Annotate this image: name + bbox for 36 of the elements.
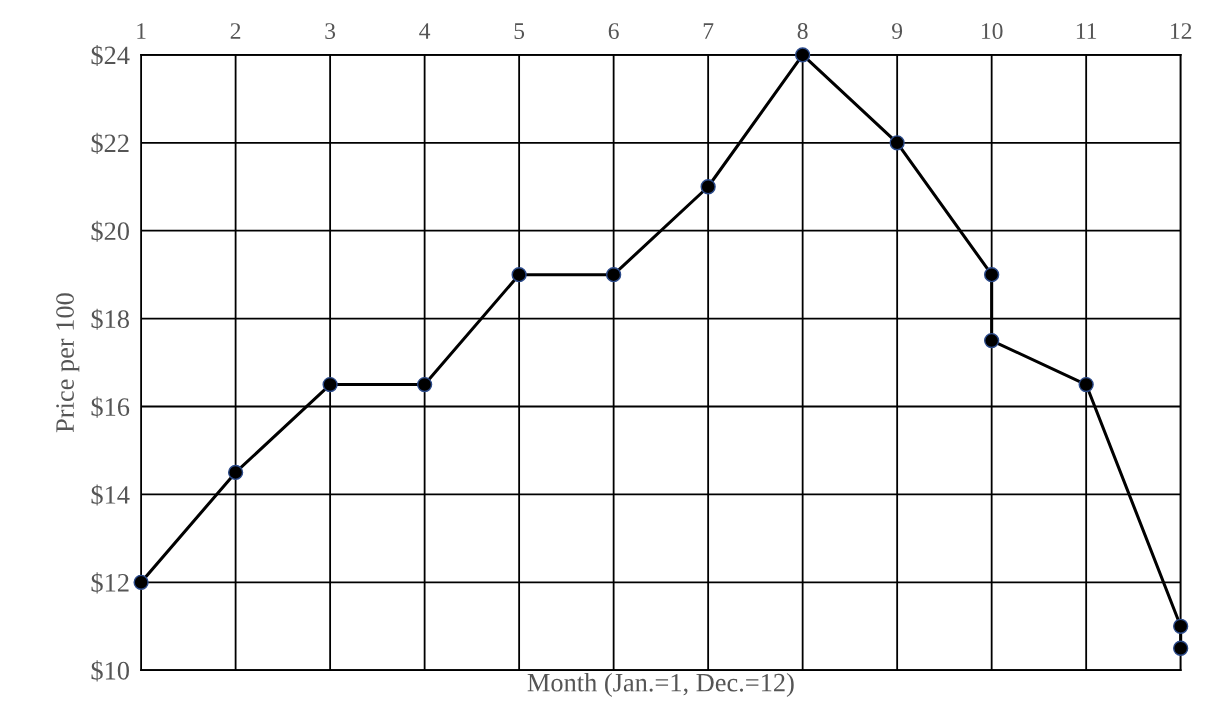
x-tick-label: 7 xyxy=(703,23,714,39)
point xyxy=(227,464,244,481)
x-tick-label: 8 xyxy=(797,23,808,39)
x-tick-label: 12 xyxy=(1170,23,1192,39)
point xyxy=(133,574,149,590)
point xyxy=(1078,376,1094,393)
point xyxy=(984,267,1000,283)
x-tick-label: 11 xyxy=(1076,23,1097,39)
x-tick-label: 5 xyxy=(514,23,525,39)
y-tick-label: $12 xyxy=(91,572,129,594)
x-tick-label: 1 xyxy=(137,23,146,39)
point xyxy=(1173,618,1189,634)
point xyxy=(889,135,905,151)
x-tick-label: 6 xyxy=(608,23,619,39)
y-tick-label: $10 xyxy=(91,660,129,682)
point xyxy=(322,376,338,393)
x-tick-label: 4 xyxy=(419,23,431,39)
x-axis-title: Month (Jan.=1, Dec.=12) xyxy=(527,673,794,697)
point xyxy=(984,332,1000,349)
x-tick-label: 2 xyxy=(230,23,241,39)
y-tick-label: $18 xyxy=(91,308,129,330)
y-tick-label: $14 xyxy=(91,484,130,506)
point xyxy=(416,376,433,393)
point xyxy=(700,179,716,195)
x-tick-label: 9 xyxy=(892,23,903,39)
point xyxy=(511,267,527,283)
x-tick-label: 3 xyxy=(325,23,336,39)
y-tick-label: $22 xyxy=(91,132,129,154)
y-tick-label: $24 xyxy=(91,44,130,67)
y-tick-label: $16 xyxy=(91,396,130,418)
y-tick-label: $20 xyxy=(91,220,129,242)
point xyxy=(1173,640,1189,656)
y-axis-title: Price per 100 xyxy=(56,293,80,433)
point xyxy=(605,267,622,283)
point xyxy=(795,47,811,63)
x-tick-label: 10 xyxy=(981,23,1003,39)
